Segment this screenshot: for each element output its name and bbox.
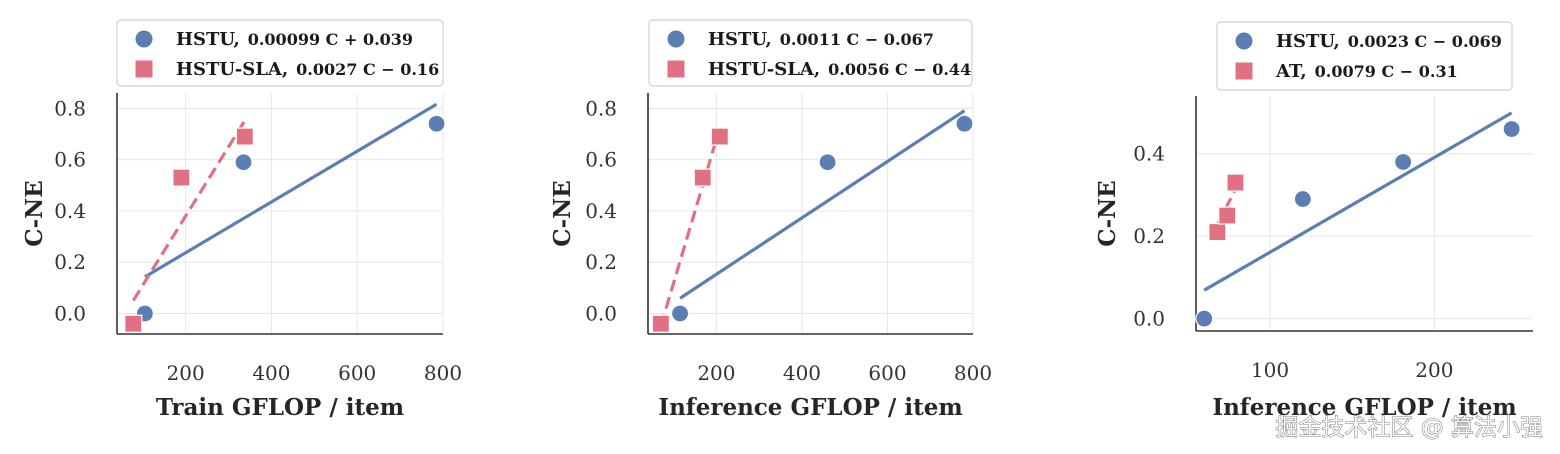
- legend-box: [116, 19, 444, 87]
- data-point-series-1: [1195, 309, 1214, 328]
- x-tick-label: 400: [783, 361, 821, 385]
- x-tick-label: 600: [338, 361, 376, 385]
- x-axis-label: Inference GFLOP / item: [658, 394, 962, 421]
- fit-line-series-1: [144, 102, 438, 279]
- legend-equation: 0.00099 C + 0.039: [248, 30, 413, 49]
- legend-marker-circle: [1235, 32, 1253, 50]
- x-axis-label: Train GFLOP / item: [156, 394, 404, 421]
- chart-panels: 200 400 600 800 0.0 0.2 0.4 0.6 0.8 Train GFLOP /…: [21, 19, 1533, 421]
- legend: HSTU, 0.00099 C + 0.039 HSTU-SLA, 0.0027 C …: [116, 19, 444, 87]
- data-point-series-2: [1226, 173, 1245, 192]
- data-point-series-2: [235, 127, 254, 146]
- data-point-series-2: [1218, 206, 1237, 225]
- y-tick-label: 0.0: [1133, 307, 1165, 331]
- data-point-series-1: [234, 153, 253, 172]
- legend-box: [648, 19, 973, 87]
- data-point-series-2: [1208, 222, 1227, 242]
- y-tick-label: 0.0: [54, 301, 86, 325]
- data-point-series-1: [670, 304, 690, 323]
- y-axis-label: C-NE: [1094, 180, 1121, 246]
- legend-marker-circle: [135, 30, 153, 48]
- legend-label: AT, 0.0079 C − 0.31: [1275, 61, 1458, 82]
- y-tick-label: 0.4: [1133, 142, 1165, 166]
- legend-marker-square: [135, 60, 153, 78]
- fit-line-series-1: [679, 109, 966, 300]
- y-tick-label: 0.8: [54, 96, 86, 120]
- y-tick-label: 0.6: [54, 148, 86, 172]
- legend-label: HSTU-SLA, 0.0056 C − 0.44: [708, 59, 971, 80]
- data-point-series-2: [710, 127, 729, 146]
- y-axis-label: C-NE: [549, 180, 576, 246]
- data-point-series-2: [651, 314, 670, 333]
- legend-marker-circle: [667, 30, 685, 48]
- data-point-series-1: [818, 153, 837, 172]
- data-point-series-2: [693, 168, 712, 187]
- chart-panel-2: 200 400 600 800 0.0 0.2 0.4 0.6 0.8 Inference GFL…: [549, 19, 992, 421]
- legend-label: HSTU, 0.00099 C + 0.039: [176, 29, 413, 50]
- legend-box: [1216, 21, 1513, 91]
- x-tick-label: 200: [167, 361, 205, 385]
- x-tick-label: 400: [252, 361, 290, 385]
- y-tick-label: 0.2: [1133, 224, 1165, 248]
- data-point-series-2: [172, 168, 191, 187]
- x-tick-label: 200: [697, 361, 735, 385]
- legend: HSTU, 0.0023 C − 0.069 AT, 0.0079 C − 0.31: [1216, 21, 1513, 91]
- legend-equation: 0.0056 C − 0.44: [828, 60, 971, 79]
- data-point-series-1: [1394, 152, 1413, 172]
- y-tick-label: 0.4: [54, 199, 86, 223]
- legend-label: HSTU, 0.0011 C − 0.067: [708, 29, 934, 50]
- fit-line-series-2: [659, 127, 722, 327]
- data-point-series-1: [1502, 119, 1521, 139]
- x-tick-label: 200: [1415, 358, 1453, 382]
- watermark: 掘金技术社区 @ 算法小强: [1275, 415, 1543, 441]
- y-tick-label: 0.0: [585, 301, 617, 325]
- x-tick-label: 800: [424, 361, 462, 385]
- legend-equation: 0.0011 C − 0.067: [780, 30, 934, 49]
- x-tick-label: 800: [954, 361, 992, 385]
- chart-panel-3: 100 200 0.0 0.2 0.4 Inference GFLOP / item C-N…: [1094, 21, 1533, 421]
- data-point-series-1: [955, 114, 974, 133]
- legend-equation: 0.0023 C − 0.069: [1348, 32, 1502, 51]
- y-tick-label: 0.6: [585, 148, 617, 172]
- fit-line-series-1: [1203, 111, 1513, 292]
- legend: HSTU, 0.0011 C − 0.067 HSTU-SLA, 0.0056 C −…: [648, 19, 973, 87]
- x-axis-label: Inference GFLOP / item: [1212, 394, 1516, 421]
- data-point-series-2: [124, 314, 143, 333]
- y-tick-label: 0.8: [585, 96, 617, 120]
- x-tick-label: 100: [1251, 358, 1289, 382]
- data-point-series-1: [1293, 189, 1312, 209]
- legend-label: HSTU, 0.0023 C − 0.069: [1276, 31, 1502, 52]
- y-tick-label: 0.4: [585, 199, 617, 223]
- data-point-series-1: [427, 114, 446, 133]
- legend-marker-square: [1235, 62, 1253, 80]
- y-axis-label: C-NE: [21, 180, 48, 246]
- legend-equation: 0.0027 C − 0.16: [296, 60, 439, 79]
- legend-marker-square: [667, 60, 685, 78]
- chart-panel-1: 200 400 600 800 0.0 0.2 0.4 0.6 0.8 Train GFLOP /…: [21, 19, 462, 421]
- y-tick-label: 0.2: [54, 250, 86, 274]
- legend-equation: 0.0079 C − 0.31: [1315, 62, 1458, 81]
- y-tick-label: 0.2: [585, 250, 617, 274]
- x-tick-label: 600: [868, 361, 906, 385]
- legend-label: HSTU-SLA, 0.0027 C − 0.16: [176, 59, 439, 80]
